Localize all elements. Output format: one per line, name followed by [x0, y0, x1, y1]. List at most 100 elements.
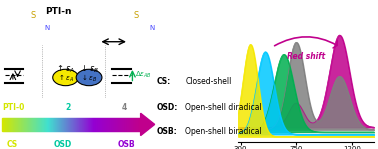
Polygon shape	[69, 118, 70, 131]
Polygon shape	[48, 118, 49, 131]
Polygon shape	[57, 118, 58, 131]
Polygon shape	[44, 118, 45, 131]
Polygon shape	[64, 118, 65, 131]
Polygon shape	[85, 118, 86, 131]
Text: Red shift: Red shift	[287, 52, 325, 61]
Polygon shape	[72, 118, 73, 131]
Polygon shape	[47, 118, 48, 131]
Polygon shape	[42, 118, 43, 131]
Polygon shape	[31, 118, 32, 131]
Circle shape	[53, 69, 79, 86]
Polygon shape	[59, 118, 60, 131]
Polygon shape	[106, 118, 107, 131]
Text: $\downarrow\varepsilon_B$: $\downarrow\varepsilon_B$	[81, 73, 98, 84]
Polygon shape	[118, 118, 119, 131]
Text: $\uparrow\varepsilon_A$: $\uparrow\varepsilon_A$	[57, 73, 74, 84]
Polygon shape	[17, 118, 18, 131]
Polygon shape	[41, 118, 42, 131]
Polygon shape	[40, 118, 41, 131]
Polygon shape	[129, 118, 130, 131]
Polygon shape	[54, 118, 55, 131]
Text: 2: 2	[66, 103, 71, 112]
Polygon shape	[23, 118, 24, 131]
Polygon shape	[71, 118, 72, 131]
Polygon shape	[9, 118, 10, 131]
Polygon shape	[139, 118, 140, 131]
Polygon shape	[73, 118, 74, 131]
Polygon shape	[83, 118, 84, 131]
Polygon shape	[36, 118, 37, 131]
Text: PTI-0: PTI-0	[2, 103, 25, 112]
Polygon shape	[91, 118, 92, 131]
Polygon shape	[68, 118, 69, 131]
Polygon shape	[25, 118, 26, 131]
Polygon shape	[74, 118, 75, 131]
Polygon shape	[116, 118, 117, 131]
Polygon shape	[99, 118, 100, 131]
Polygon shape	[32, 118, 33, 131]
Polygon shape	[108, 118, 109, 131]
Polygon shape	[29, 118, 30, 131]
Text: OSD: OSD	[54, 140, 72, 149]
Polygon shape	[11, 118, 12, 131]
Text: OSB: OSB	[117, 140, 135, 149]
Text: $\downarrow\varepsilon_B$: $\downarrow\varepsilon_B$	[79, 63, 99, 75]
Polygon shape	[49, 118, 50, 131]
Polygon shape	[102, 118, 103, 131]
Polygon shape	[98, 118, 99, 131]
Polygon shape	[8, 118, 9, 131]
Polygon shape	[89, 118, 90, 131]
Polygon shape	[84, 118, 85, 131]
Polygon shape	[56, 118, 57, 131]
Polygon shape	[120, 118, 121, 131]
Text: $\uparrow\varepsilon_A$: $\uparrow\varepsilon_A$	[56, 63, 76, 75]
Polygon shape	[6, 118, 7, 131]
Polygon shape	[123, 118, 124, 131]
Polygon shape	[109, 118, 110, 131]
Polygon shape	[135, 118, 136, 131]
Polygon shape	[95, 118, 96, 131]
Polygon shape	[90, 118, 91, 131]
Text: Closed-shell: Closed-shell	[185, 77, 231, 86]
Polygon shape	[53, 118, 54, 131]
Polygon shape	[24, 118, 25, 131]
Polygon shape	[78, 118, 79, 131]
Polygon shape	[7, 118, 8, 131]
Polygon shape	[3, 118, 4, 131]
Polygon shape	[124, 118, 125, 131]
Polygon shape	[122, 118, 123, 131]
Polygon shape	[35, 118, 36, 131]
Polygon shape	[2, 118, 3, 131]
Polygon shape	[66, 118, 67, 131]
Polygon shape	[46, 118, 47, 131]
Polygon shape	[63, 118, 64, 131]
Polygon shape	[111, 118, 112, 131]
Polygon shape	[62, 118, 63, 131]
Polygon shape	[27, 118, 28, 131]
Polygon shape	[117, 118, 118, 131]
Polygon shape	[12, 118, 13, 131]
Polygon shape	[60, 118, 61, 131]
Polygon shape	[19, 118, 20, 131]
Polygon shape	[45, 118, 46, 131]
Polygon shape	[28, 118, 29, 131]
Polygon shape	[125, 118, 126, 131]
Polygon shape	[65, 118, 66, 131]
Polygon shape	[80, 118, 81, 131]
Polygon shape	[141, 113, 155, 136]
Text: S: S	[30, 11, 36, 20]
Polygon shape	[14, 118, 15, 131]
Polygon shape	[107, 118, 108, 131]
Polygon shape	[33, 118, 34, 131]
Polygon shape	[86, 118, 87, 131]
Circle shape	[76, 69, 102, 86]
Polygon shape	[128, 118, 129, 131]
Text: PTI-n: PTI-n	[45, 7, 72, 16]
Polygon shape	[52, 118, 53, 131]
Polygon shape	[113, 118, 114, 131]
Polygon shape	[79, 118, 80, 131]
Polygon shape	[114, 118, 115, 131]
Polygon shape	[136, 118, 137, 131]
Polygon shape	[132, 118, 133, 131]
Polygon shape	[104, 118, 105, 131]
